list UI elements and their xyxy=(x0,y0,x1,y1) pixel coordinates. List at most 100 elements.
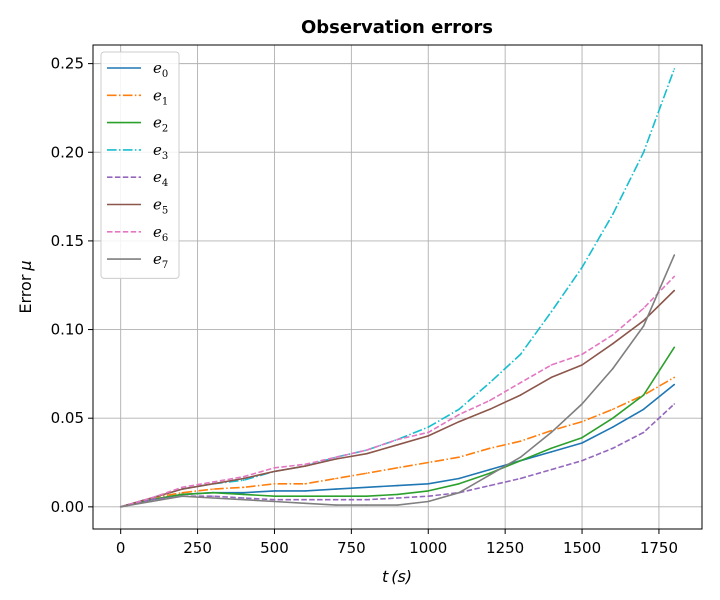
data-point-e5 xyxy=(612,342,614,345)
x-tick-label: 1000 xyxy=(409,539,447,557)
data-point-e0 xyxy=(489,468,491,471)
data-point-e4 xyxy=(642,431,645,434)
x-tick-label: 1750 xyxy=(640,539,678,557)
data-point-e7 xyxy=(581,403,583,405)
data-point-e6 xyxy=(335,456,337,459)
data-point-e4 xyxy=(581,459,583,462)
data-point-e7 xyxy=(458,491,460,494)
data-point-e4 xyxy=(519,477,522,480)
data-point-e7 xyxy=(612,367,614,370)
plot-area-frame xyxy=(92,44,703,530)
series-lines xyxy=(119,68,676,508)
legend-label-e5: e5 xyxy=(153,196,168,217)
data-point-e1 xyxy=(273,483,276,485)
y-axis-text: Error xyxy=(16,274,35,313)
data-point-e0 xyxy=(673,383,676,386)
data-point-e7 xyxy=(550,431,553,434)
data-point-e1 xyxy=(427,461,430,464)
data-point-e7 xyxy=(427,500,430,503)
data-point-e3 xyxy=(427,426,430,428)
data-point-e7 xyxy=(150,500,153,503)
data-point-e1 xyxy=(212,488,214,490)
legend-label-e0: e0 xyxy=(153,59,168,80)
data-point-e2 xyxy=(458,483,460,485)
y-tick-label: 0.10 xyxy=(51,321,84,339)
data-point-e5 xyxy=(642,319,645,322)
data-point-e7 xyxy=(396,504,399,506)
y-tick-label: 0.20 xyxy=(51,143,84,161)
x-axis-variable: t xyxy=(382,567,389,586)
data-point-e4 xyxy=(612,447,614,450)
data-point-e4 xyxy=(489,484,491,487)
data-point-e1 xyxy=(396,467,399,469)
data-point-e2 xyxy=(550,447,553,450)
data-point-e2 xyxy=(304,495,307,498)
data-point-e4 xyxy=(550,468,553,471)
data-point-e1 xyxy=(673,376,676,379)
data-point-e7 xyxy=(304,502,307,505)
data-point-e2 xyxy=(335,495,337,498)
data-point-e1 xyxy=(519,440,522,443)
data-point-e1 xyxy=(304,483,307,485)
data-point-e2 xyxy=(519,459,522,462)
data-point-e5 xyxy=(335,458,337,460)
legend-label-e7: e7 xyxy=(153,250,168,271)
data-point-e2 xyxy=(365,495,368,498)
data-point-e6 xyxy=(612,334,614,336)
data-point-e5 xyxy=(673,289,676,292)
y-axis-label: Error μ xyxy=(16,260,35,313)
data-point-e7 xyxy=(489,474,491,476)
data-point-e7 xyxy=(212,497,214,499)
data-point-e2 xyxy=(642,394,645,396)
data-point-e7 xyxy=(335,504,337,506)
data-point-e7 xyxy=(242,498,245,501)
data-point-e3 xyxy=(458,408,460,411)
y-axis: 0.00 0.05 0.10 0.15 0.20 0.25 xyxy=(51,55,93,516)
data-point-e4 xyxy=(396,497,399,499)
data-point-e0 xyxy=(273,490,276,492)
data-point-e7 xyxy=(119,506,122,508)
data-point-e7 xyxy=(365,504,368,506)
data-point-e4 xyxy=(427,495,430,498)
data-point-e5 xyxy=(242,477,245,480)
legend-label-e6: e6 xyxy=(153,223,168,244)
data-point-e4 xyxy=(150,498,153,501)
data-point-e5 xyxy=(304,465,307,467)
data-point-e4 xyxy=(673,403,676,405)
data-point-e0 xyxy=(581,442,583,444)
data-point-e2 xyxy=(427,490,430,492)
data-point-e0 xyxy=(396,484,399,487)
data-point-e1 xyxy=(581,420,583,423)
data-point-e7 xyxy=(673,254,676,256)
data-point-e3 xyxy=(242,479,245,482)
data-point-e4 xyxy=(212,495,214,498)
x-axis: 0 250 500 750 1000 1250 1500 1750 xyxy=(116,529,678,557)
data-point-e4 xyxy=(335,498,337,501)
data-point-e3 xyxy=(642,151,645,154)
data-point-e1 xyxy=(365,472,368,475)
data-point-e1 xyxy=(489,447,491,450)
data-point-e2 xyxy=(612,417,614,420)
x-tick-label: 0 xyxy=(116,539,126,557)
y-tick-label: 0.00 xyxy=(51,498,84,516)
data-point-e7 xyxy=(642,325,645,327)
data-point-e3 xyxy=(673,68,676,70)
data-point-e1 xyxy=(335,477,337,480)
data-point-e6 xyxy=(242,475,245,478)
x-axis-unit: (s) xyxy=(391,567,412,586)
y-tick-label: 0.05 xyxy=(51,409,84,427)
data-point-e5 xyxy=(581,364,583,366)
data-point-e6 xyxy=(550,364,553,366)
data-point-e3 xyxy=(519,353,522,356)
y-tick-label: 0.15 xyxy=(51,232,84,250)
data-point-e4 xyxy=(304,498,307,501)
data-point-e4 xyxy=(273,498,276,501)
data-point-e6 xyxy=(519,381,522,384)
data-point-e5 xyxy=(519,394,522,396)
data-point-e3 xyxy=(489,381,491,384)
data-point-e7 xyxy=(519,456,522,459)
data-point-e2 xyxy=(581,436,583,439)
legend-frame xyxy=(100,51,180,279)
x-tick-label: 250 xyxy=(183,539,212,557)
